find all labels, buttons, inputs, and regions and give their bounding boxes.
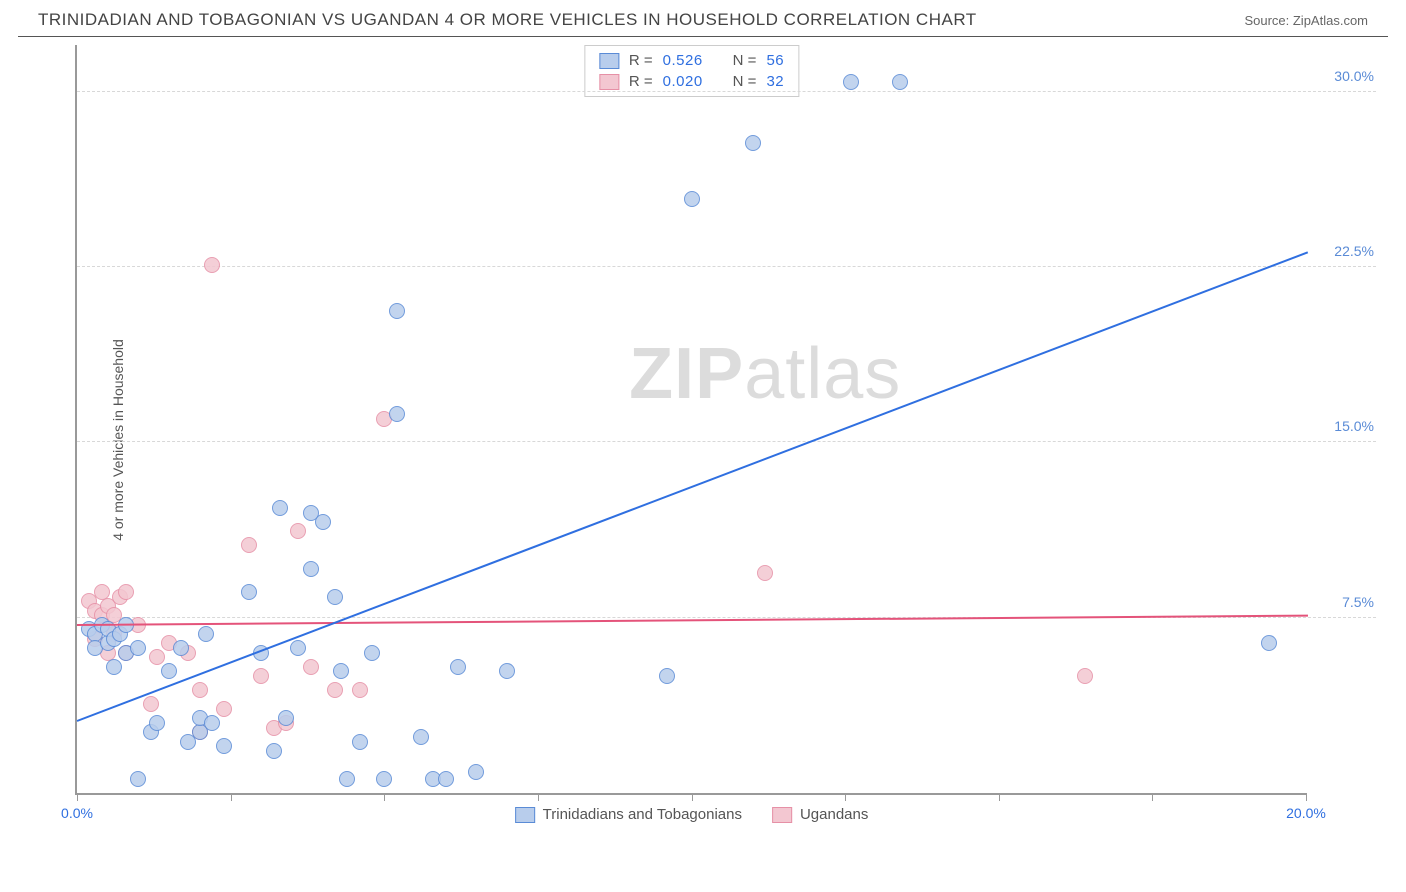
x-tick-label: 0.0% [61,805,93,821]
scatter-point [659,668,675,684]
gridline [77,441,1376,442]
scatter-point [161,663,177,679]
stat-r-label: R = [629,73,653,90]
scatter-point [499,663,515,679]
scatter-point [192,682,208,698]
legend-label: Trinidadians and Tobagonians [543,806,742,823]
x-tick [231,793,232,801]
scatter-point [204,257,220,273]
series-legend: Trinidadians and Tobagonians Ugandans [515,806,869,823]
scatter-point [303,659,319,675]
x-tick [845,793,846,801]
x-tick [1152,793,1153,801]
legend-swatch [599,53,619,69]
scatter-point [389,406,405,422]
scatter-point [1261,635,1277,651]
scatter-point [278,710,294,726]
y-tick-label: 7.5% [1342,594,1374,610]
scatter-point [241,584,257,600]
header: TRINIDADIAN AND TOBAGONIAN VS UGANDAN 4 … [18,0,1388,37]
legend-item: Ugandans [772,806,868,823]
stats-row: R = 0.020 N = 32 [599,71,784,92]
scatter-point [149,649,165,665]
scatter-point [290,523,306,539]
scatter-point [843,74,859,90]
scatter-point [376,771,392,787]
scatter-point [130,771,146,787]
stat-r-label: R = [629,52,653,69]
x-tick-label: 20.0% [1286,805,1326,821]
y-tick-label: 15.0% [1334,418,1374,434]
scatter-point [1077,668,1093,684]
scatter-point [315,514,331,530]
scatter-point [757,565,773,581]
x-tick [692,793,693,801]
x-tick [77,793,78,801]
chart-title: TRINIDADIAN AND TOBAGONIAN VS UGANDAN 4 … [38,10,977,30]
stat-n-value: 56 [766,52,784,69]
scatter-point [352,682,368,698]
plot-area: ZIPatlas R =0.526N =56R =0.020N =32 Trin… [75,45,1306,795]
scatter-point [327,682,343,698]
scatter-point [266,743,282,759]
scatter-point [290,640,306,656]
scatter-point [352,734,368,750]
scatter-point [684,191,700,207]
scatter-point [204,715,220,731]
trend-line [77,251,1309,722]
stat-r-value: 0.526 [663,52,703,69]
legend-swatch [515,807,535,823]
scatter-point [253,668,269,684]
scatter-point [745,135,761,151]
source-label: Source: ZipAtlas.com [1244,13,1368,28]
stat-r-value: 0.020 [663,73,703,90]
scatter-point [149,715,165,731]
scatter-point [216,701,232,717]
x-tick [999,793,1000,801]
stats-row: R = 0.526 N = 56 [599,50,784,71]
scatter-point [272,500,288,516]
gridline [77,91,1376,92]
scatter-point [198,626,214,642]
scatter-point [364,645,380,661]
scatter-point [450,659,466,675]
scatter-point [173,640,189,656]
legend-label: Ugandans [800,806,868,823]
legend-swatch [599,74,619,90]
stats-legend: R = 0.526 N = 56 R = 0.020 N = 32 [584,45,799,97]
stat-n-value: 32 [766,73,784,90]
legend-swatch [772,807,792,823]
y-tick-label: 22.5% [1334,243,1374,259]
chart-container: 4 or more Vehicles in Household ZIPatlas… [75,45,1376,835]
scatter-point [468,764,484,780]
scatter-point [118,584,134,600]
x-tick [384,793,385,801]
scatter-point [339,771,355,787]
scatter-point [241,537,257,553]
scatter-point [303,561,319,577]
watermark: ZIPatlas [629,333,901,415]
x-tick [538,793,539,801]
scatter-point [106,659,122,675]
gridline [77,266,1376,267]
scatter-point [130,640,146,656]
x-tick [1306,793,1307,801]
scatter-point [333,663,349,679]
scatter-point [216,738,232,754]
scatter-point [413,729,429,745]
scatter-point [143,696,159,712]
scatter-point [438,771,454,787]
stat-n-label: N = [733,73,757,90]
legend-item: Trinidadians and Tobagonians [515,806,742,823]
scatter-point [389,303,405,319]
scatter-point [892,74,908,90]
stat-n-label: N = [733,52,757,69]
y-tick-label: 30.0% [1334,68,1374,84]
watermark-atlas: atlas [744,334,901,414]
watermark-zip: ZIP [629,334,744,414]
scatter-point [327,589,343,605]
